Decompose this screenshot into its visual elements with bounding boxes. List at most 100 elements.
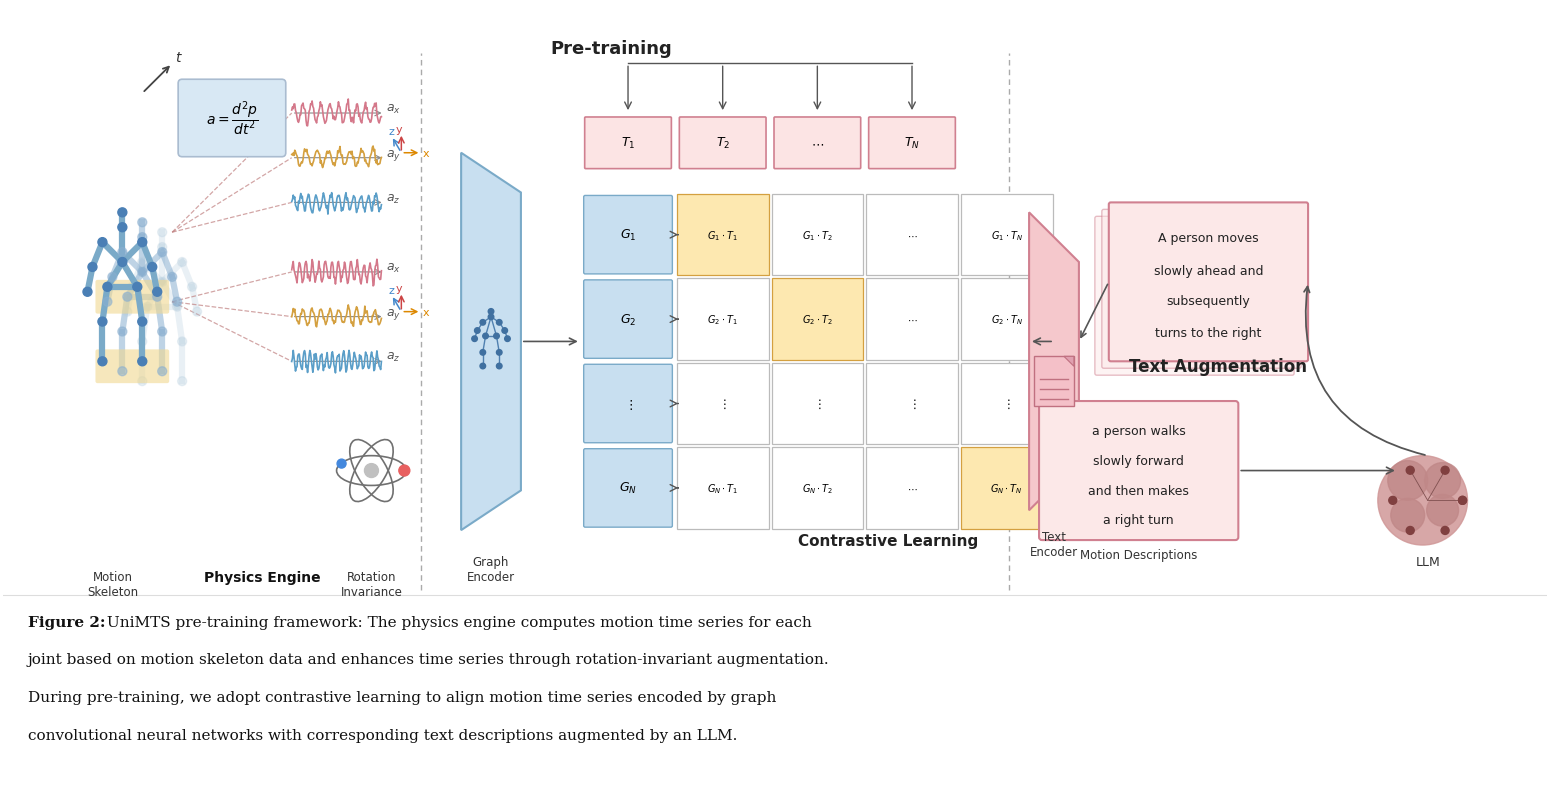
Polygon shape <box>1029 213 1079 511</box>
Circle shape <box>143 303 152 311</box>
Circle shape <box>1378 456 1468 545</box>
Circle shape <box>192 308 202 317</box>
Circle shape <box>138 337 147 346</box>
Text: $\cdots$: $\cdots$ <box>907 483 918 493</box>
Text: UniMTS pre-training framework: The physics engine computes motion time series fo: UniMTS pre-training framework: The physi… <box>102 615 812 629</box>
Circle shape <box>98 318 107 327</box>
Text: $\cdots$: $\cdots$ <box>907 230 918 240</box>
Circle shape <box>496 364 502 369</box>
Circle shape <box>1390 499 1424 533</box>
FancyBboxPatch shape <box>178 80 285 157</box>
Text: $G_2 \cdot T_2$: $G_2 \cdot T_2$ <box>801 313 832 327</box>
Text: $G_2 \cdot T_1$: $G_2 \cdot T_1$ <box>707 313 738 327</box>
Text: Motion Descriptions: Motion Descriptions <box>1080 548 1198 561</box>
Circle shape <box>1424 463 1460 499</box>
Circle shape <box>488 315 494 320</box>
Circle shape <box>398 466 409 476</box>
Text: $\vdots$: $\vdots$ <box>719 397 727 410</box>
Bar <box>866 448 958 529</box>
Text: Text
Encoder: Text Encoder <box>1029 530 1079 559</box>
Circle shape <box>138 318 147 327</box>
Circle shape <box>138 218 147 227</box>
Circle shape <box>488 309 494 315</box>
Text: z: z <box>389 127 394 137</box>
Circle shape <box>336 460 346 469</box>
Circle shape <box>1459 497 1466 504</box>
Text: $t$: $t$ <box>175 51 183 66</box>
Bar <box>772 195 863 276</box>
Text: $\cdots$: $\cdots$ <box>907 315 918 324</box>
Circle shape <box>118 248 127 257</box>
Circle shape <box>153 288 161 297</box>
Circle shape <box>178 377 186 386</box>
Circle shape <box>1459 497 1466 504</box>
Bar <box>1034 357 1074 406</box>
Circle shape <box>502 328 507 334</box>
Text: $a_y$: $a_y$ <box>386 148 401 163</box>
Circle shape <box>1389 497 1397 504</box>
Circle shape <box>172 298 181 307</box>
FancyBboxPatch shape <box>96 350 169 384</box>
FancyBboxPatch shape <box>1038 401 1238 540</box>
Text: $\cdots$: $\cdots$ <box>811 137 825 150</box>
Text: $G_N \cdot T_1$: $G_N \cdot T_1$ <box>707 482 738 496</box>
Circle shape <box>122 293 132 302</box>
Text: x: x <box>422 148 429 158</box>
Bar <box>866 363 958 444</box>
Circle shape <box>118 367 127 376</box>
Text: $G_2 \cdot T_N$: $G_2 \cdot T_N$ <box>990 313 1023 327</box>
Circle shape <box>158 278 167 287</box>
Text: $\vdots$: $\vdots$ <box>623 397 632 411</box>
Circle shape <box>1387 461 1428 500</box>
Text: Physics Engine: Physics Engine <box>203 570 321 584</box>
Text: Pre-training: Pre-training <box>550 41 673 58</box>
Circle shape <box>494 334 499 339</box>
Circle shape <box>482 334 488 339</box>
Text: $a = \dfrac{d^2p}{dt^2}$: $a = \dfrac{d^2p}{dt^2}$ <box>206 100 259 138</box>
Circle shape <box>471 337 477 342</box>
Text: Figure 2:: Figure 2: <box>28 615 105 629</box>
Text: turns to the right: turns to the right <box>1155 327 1262 340</box>
Bar <box>961 448 1052 529</box>
Circle shape <box>147 263 157 272</box>
Circle shape <box>118 208 127 217</box>
Text: $G_N \cdot T_2$: $G_N \cdot T_2$ <box>801 482 832 496</box>
Text: x: x <box>422 307 429 317</box>
Circle shape <box>188 283 197 292</box>
Circle shape <box>158 367 167 376</box>
Circle shape <box>133 283 141 292</box>
Text: LLM: LLM <box>1415 556 1440 569</box>
Bar <box>866 279 958 360</box>
Text: z: z <box>389 285 394 295</box>
Text: $G_2$: $G_2$ <box>620 312 635 327</box>
FancyBboxPatch shape <box>584 196 673 275</box>
Text: $G_N$: $G_N$ <box>618 481 637 496</box>
Text: $a_y$: $a_y$ <box>386 307 401 321</box>
Circle shape <box>1426 495 1459 526</box>
Text: subsequently: subsequently <box>1167 295 1251 308</box>
FancyBboxPatch shape <box>1094 217 1294 375</box>
Text: slowly forward: slowly forward <box>1093 455 1184 468</box>
Text: $G_1 \cdot T_N$: $G_1 \cdot T_N$ <box>990 229 1023 242</box>
Circle shape <box>1406 466 1414 474</box>
Circle shape <box>118 328 127 337</box>
Text: $a_x$: $a_x$ <box>386 103 401 116</box>
FancyBboxPatch shape <box>96 281 169 314</box>
Text: y: y <box>395 283 401 294</box>
Circle shape <box>178 258 186 267</box>
FancyBboxPatch shape <box>1102 210 1300 369</box>
Text: Motion
Skeleton: Motion Skeleton <box>87 570 138 599</box>
Text: $a_z$: $a_z$ <box>386 192 401 205</box>
Text: a right turn: a right turn <box>1104 513 1173 526</box>
Text: slowly ahead and: slowly ahead and <box>1153 265 1263 278</box>
Circle shape <box>138 377 147 386</box>
Circle shape <box>138 268 147 277</box>
Circle shape <box>158 229 167 238</box>
Circle shape <box>364 464 378 478</box>
Circle shape <box>172 303 181 311</box>
Bar <box>961 195 1052 276</box>
Circle shape <box>480 350 485 356</box>
Circle shape <box>1442 466 1449 474</box>
Circle shape <box>158 248 167 257</box>
Text: $G_1 \cdot T_2$: $G_1 \cdot T_2$ <box>801 229 832 242</box>
